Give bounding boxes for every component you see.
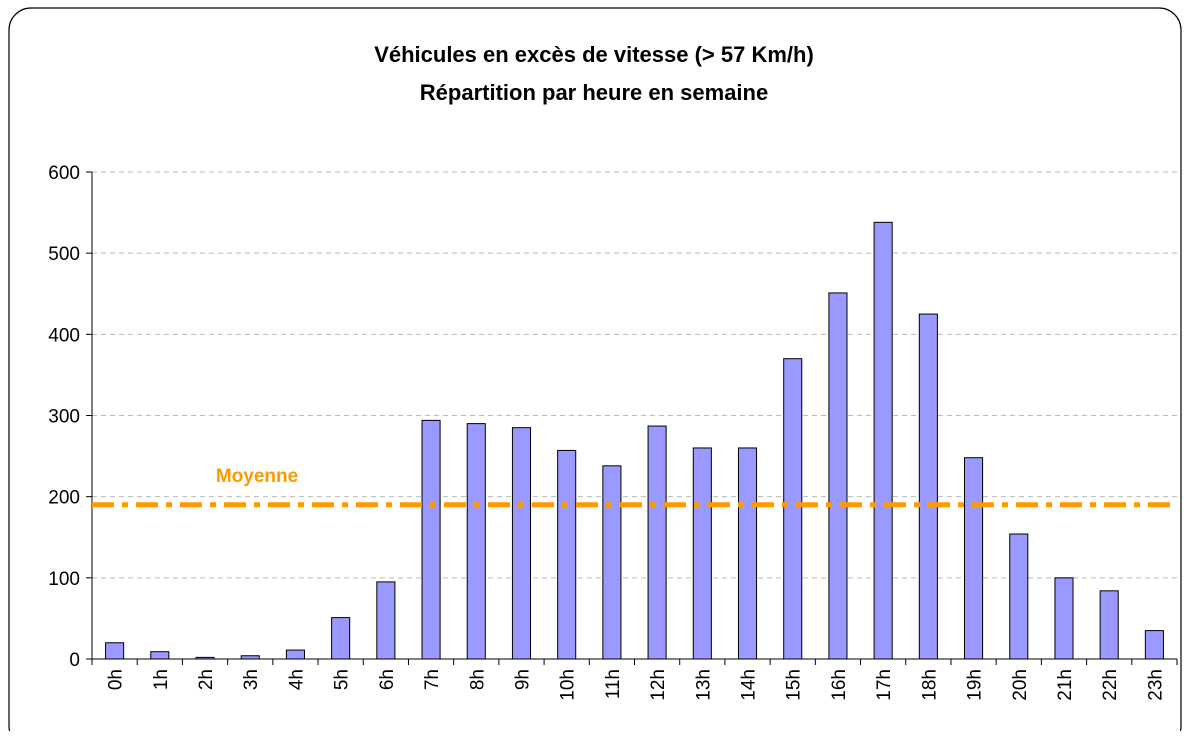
y-tick-label: 600 — [48, 163, 80, 184]
bar — [783, 358, 803, 660]
bar — [285, 649, 305, 660]
x-tick-label: 12h — [648, 669, 669, 701]
x-tick-label: 23h — [1145, 669, 1166, 701]
bar — [1054, 577, 1074, 660]
bar — [647, 425, 667, 660]
chart-frame — [8, 7, 1182, 736]
x-tick-label: 1h — [151, 669, 172, 690]
bar — [1009, 533, 1029, 660]
bar — [557, 449, 577, 660]
x-tick-label: 19h — [965, 669, 986, 701]
x-tick-label: 8h — [467, 669, 488, 690]
chart-subtitle: Répartition par heure en semaine — [420, 80, 768, 105]
y-tick-label: 400 — [48, 325, 80, 346]
y-tick-label: 0 — [69, 650, 80, 671]
y-tick-label: 300 — [48, 407, 80, 428]
bar — [240, 655, 260, 660]
x-tick-label: 3h — [241, 669, 262, 690]
x-tick-label: 6h — [377, 669, 398, 690]
x-tick-label: 5h — [332, 669, 353, 690]
x-tick-label: 9h — [512, 669, 533, 690]
bar — [421, 419, 441, 660]
chart-title: Véhicules en excès de vitesse (> 57 Km/h… — [374, 42, 814, 67]
x-tick-label: 11h — [603, 669, 624, 699]
bar — [511, 427, 532, 660]
bar — [873, 221, 893, 660]
y-tick-label: 200 — [48, 488, 80, 509]
x-tick-label: 14h — [739, 669, 760, 701]
x-tick-label: 17h — [874, 669, 895, 701]
x-tick-label: 22h — [1100, 669, 1121, 701]
x-tick-label: 2h — [196, 669, 217, 690]
bar — [466, 423, 486, 660]
x-tick-label: 16h — [829, 669, 850, 701]
y-tick-label: 100 — [48, 569, 80, 590]
x-tick-label: 21h — [1055, 669, 1076, 701]
bar — [105, 642, 125, 660]
x-tick-label: 15h — [784, 669, 805, 701]
x-tick-label: 0h — [106, 669, 127, 690]
bar — [918, 313, 938, 660]
x-tick-label: 13h — [693, 669, 714, 701]
x-tick-label: 4h — [286, 669, 307, 690]
x-tick-label: 7h — [422, 669, 443, 690]
x-tick-label: 10h — [558, 669, 579, 701]
bar — [150, 651, 170, 660]
y-tick-label: 500 — [48, 244, 80, 265]
reference-label: Moyenne — [216, 466, 298, 487]
bar — [1099, 590, 1119, 660]
bar — [692, 447, 712, 660]
bar — [331, 617, 351, 660]
bar — [602, 465, 622, 660]
bar — [828, 292, 848, 660]
bar — [964, 457, 984, 660]
bar — [376, 581, 396, 660]
x-tick-label: 18h — [919, 669, 940, 701]
bar — [195, 656, 215, 660]
bar — [737, 447, 758, 660]
x-tick-label: 20h — [1010, 669, 1031, 701]
bar — [1144, 630, 1164, 660]
